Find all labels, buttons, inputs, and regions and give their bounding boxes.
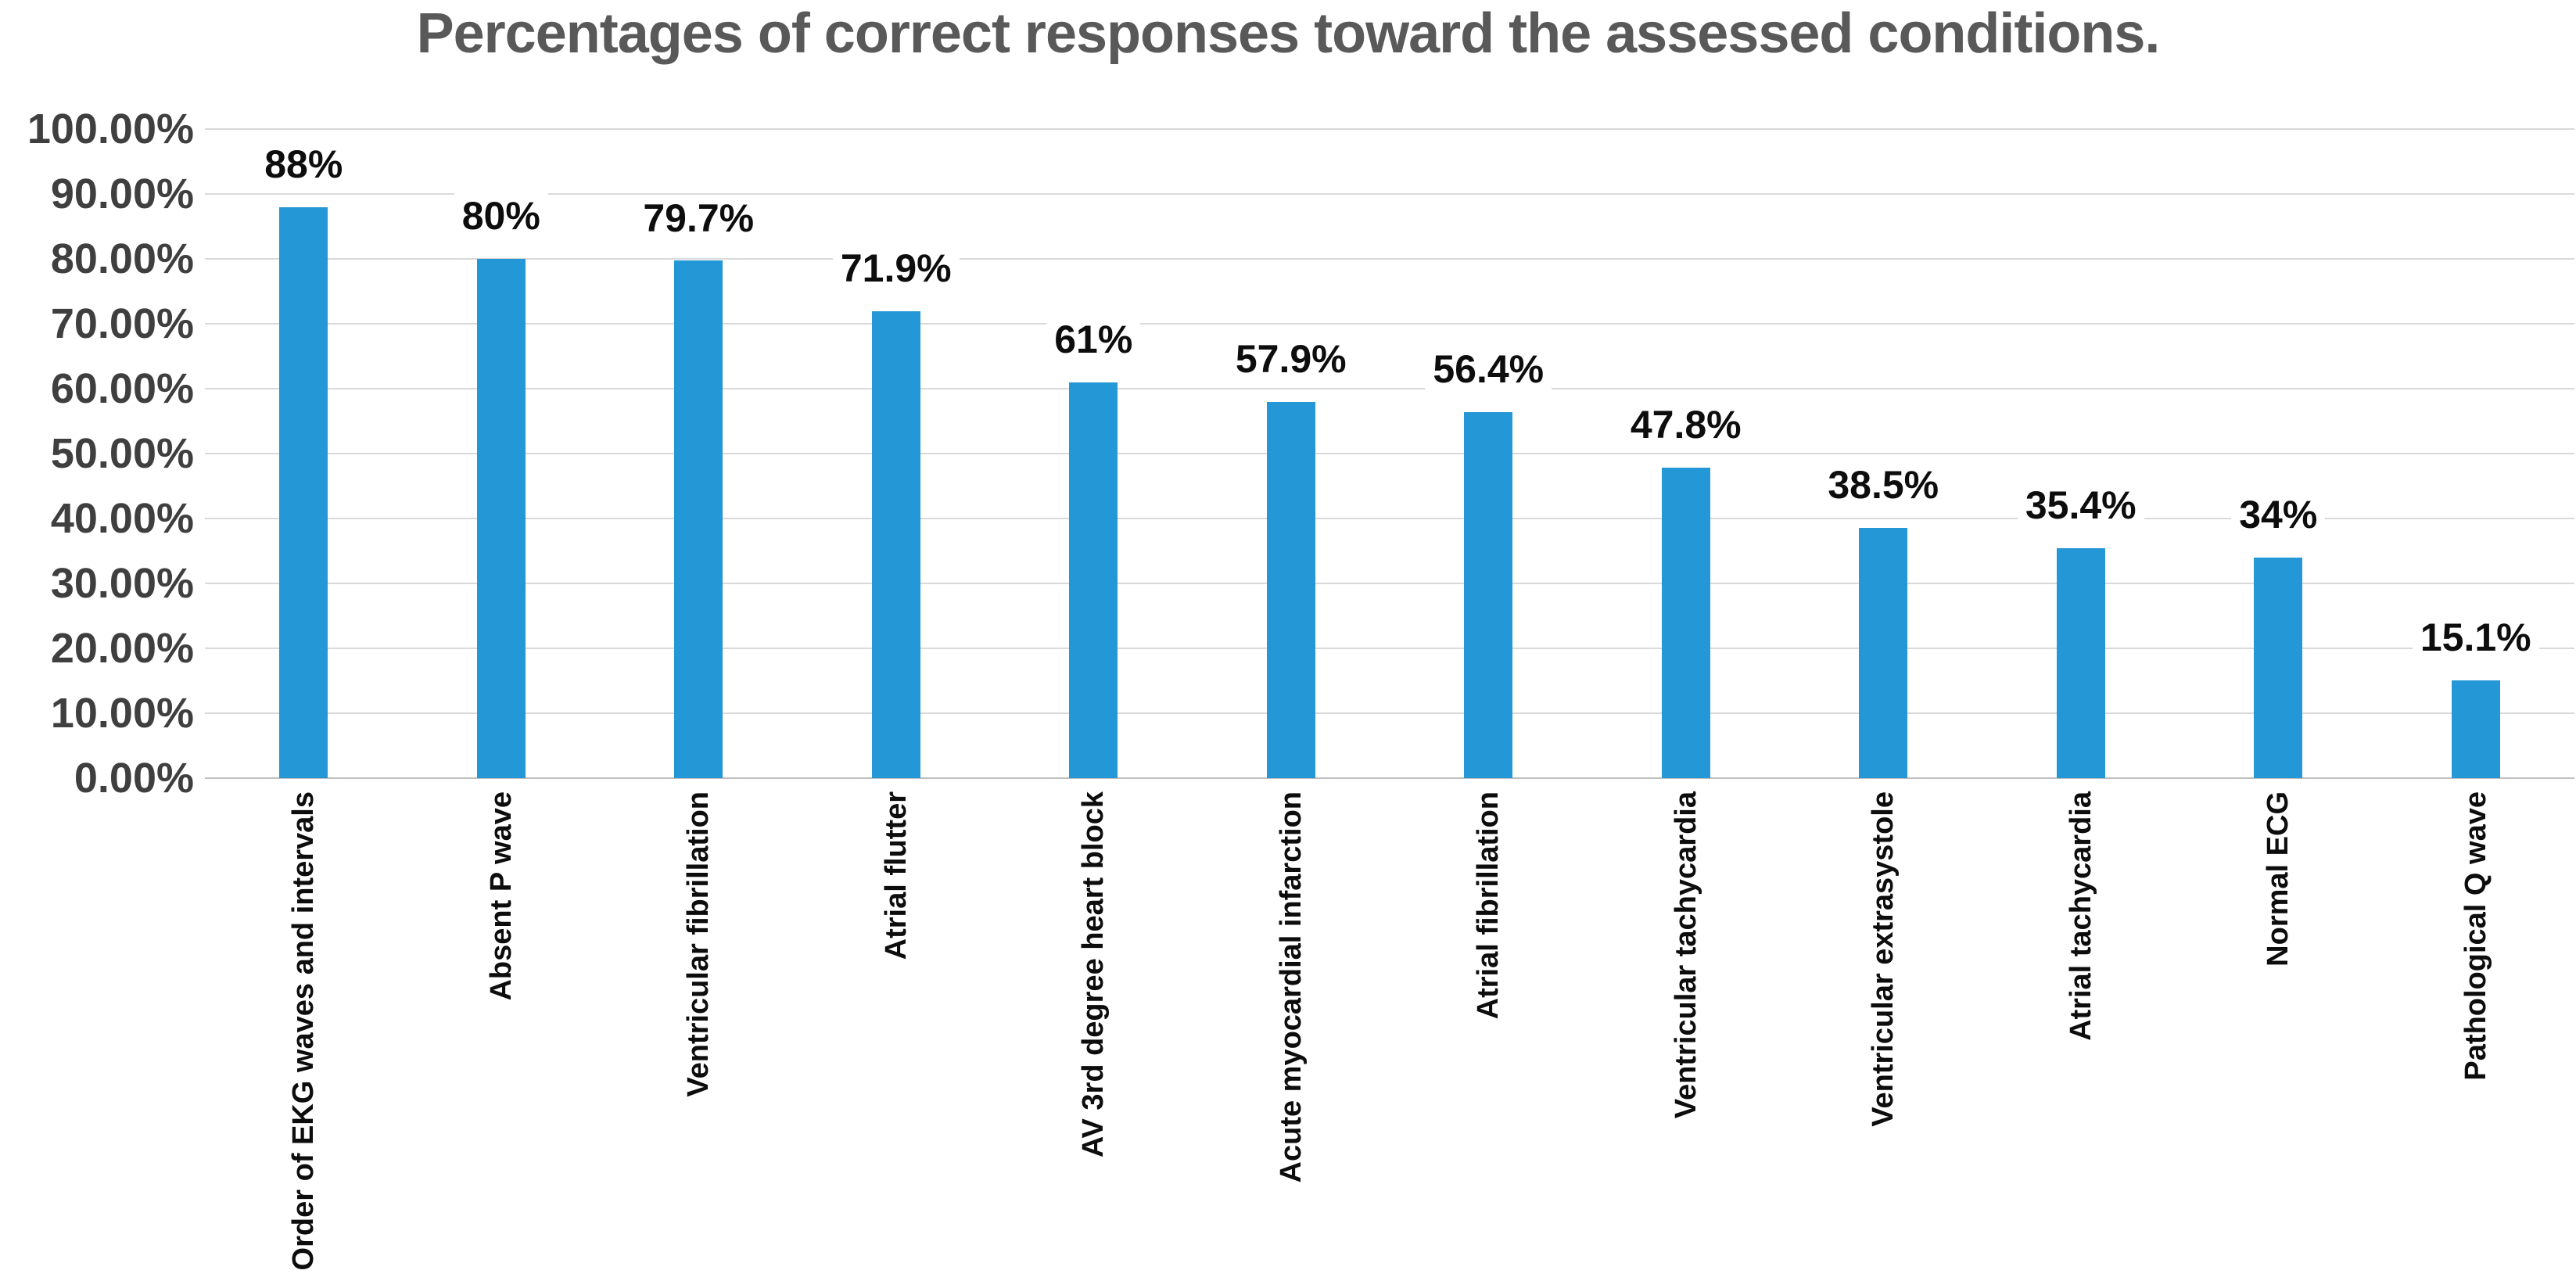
x-axis-category-label: Pathological Q wave bbox=[2459, 791, 2492, 1081]
plot-area: 88% 80% 79.7% 71.9% 61% 57.9% 56.4% 47.8% 38.5% 3… bbox=[205, 128, 2574, 779]
bar bbox=[871, 311, 920, 778]
x-axis-category-label: Order of EKG waves and intervals bbox=[287, 791, 321, 1271]
bar-value-label: 88% bbox=[257, 141, 351, 187]
bar-value-label: 34% bbox=[2231, 491, 2326, 537]
bar bbox=[2451, 680, 2500, 778]
gridline bbox=[205, 583, 2574, 584]
y-axis-tick-label: 80.00% bbox=[50, 235, 194, 282]
bar bbox=[1464, 411, 1513, 778]
x-axis-category-label: Atrial flutter bbox=[879, 791, 913, 960]
gridline bbox=[205, 388, 2574, 389]
gridline bbox=[205, 193, 2574, 195]
gridline bbox=[205, 518, 2574, 519]
bar-value-label: 47.8% bbox=[1622, 402, 1749, 448]
x-axis-category-label: Ventricular tachycardia bbox=[1669, 791, 1702, 1119]
gridline bbox=[205, 128, 2574, 130]
bar bbox=[1661, 468, 1710, 778]
x-axis-category-label: Ventricular fibrillation bbox=[682, 791, 716, 1097]
bar bbox=[1266, 402, 1315, 778]
bar-value-label: 38.5% bbox=[1820, 462, 1947, 508]
gridline bbox=[205, 712, 2574, 714]
bar-value-label: 71.9% bbox=[832, 246, 960, 292]
y-axis-tick-label: 90.00% bbox=[50, 170, 194, 217]
bar-value-label: 35.4% bbox=[2017, 483, 2144, 529]
x-axis-category-label: Normal ECG bbox=[2262, 791, 2295, 967]
y-axis-tick-label: 60.00% bbox=[50, 365, 194, 412]
bar-value-label: 80% bbox=[454, 193, 548, 239]
bar bbox=[279, 206, 328, 778]
y-axis-tick-label: 0.00% bbox=[74, 755, 194, 802]
bar bbox=[2254, 557, 2303, 778]
y-axis-tick-label: 40.00% bbox=[50, 495, 194, 542]
gridline bbox=[205, 258, 2574, 260]
bar bbox=[1069, 382, 1118, 778]
x-axis-category-labels: Order of EKG waves and intervals Absent P… bbox=[205, 791, 2574, 1281]
y-axis-tick-label: 20.00% bbox=[50, 625, 194, 672]
y-axis-tick-label: 30.00% bbox=[50, 560, 194, 607]
x-axis-category-label: Acute myocardial infarction bbox=[1274, 791, 1308, 1183]
x-axis-line bbox=[205, 777, 2574, 779]
y-axis-tick-label: 70.00% bbox=[50, 300, 194, 347]
y-axis-tick-label: 100.00% bbox=[27, 106, 194, 152]
bar-value-label: 56.4% bbox=[1425, 346, 1552, 392]
x-axis-category-label: AV 3rd degree heart block bbox=[1077, 791, 1110, 1158]
bar-value-label: 61% bbox=[1046, 316, 1141, 362]
gridline bbox=[205, 453, 2574, 454]
bar bbox=[2056, 548, 2105, 778]
y-axis-tick-label: 50.00% bbox=[50, 430, 194, 477]
bar bbox=[674, 260, 723, 778]
y-axis-tick-label: 10.00% bbox=[50, 690, 194, 737]
gridline bbox=[205, 323, 2574, 325]
bar bbox=[476, 259, 526, 778]
bar bbox=[1859, 528, 1908, 778]
x-axis-category-label: Atrial tachycardia bbox=[2064, 791, 2097, 1041]
chart-title: Percentages of correct responses toward … bbox=[416, 2, 2161, 65]
x-axis-category-label: Ventricular extrasystole bbox=[1867, 791, 1900, 1127]
gridline bbox=[205, 648, 2574, 649]
x-axis-category-label: Absent P wave bbox=[484, 791, 518, 1001]
bar-value-label: 15.1% bbox=[2412, 614, 2539, 660]
x-axis-category-label: Atrial fibrillation bbox=[1472, 791, 1505, 1020]
bar-value-label: 57.9% bbox=[1227, 336, 1354, 382]
bar-value-label: 79.7% bbox=[635, 195, 762, 241]
